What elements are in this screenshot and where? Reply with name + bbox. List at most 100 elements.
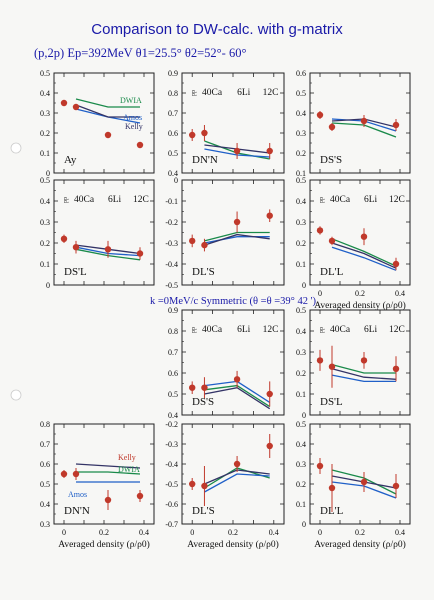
series-line-dwia	[331, 363, 396, 374]
data-point	[316, 357, 324, 364]
y-tick-label: -0.6	[165, 500, 178, 509]
data-point	[189, 384, 196, 391]
target-label: 40Ca	[74, 195, 95, 205]
y-tick-label: -0.4	[165, 260, 178, 269]
y-tick-label: 0.6	[168, 369, 178, 378]
target-label: 6Li	[108, 195, 122, 205]
symmetric-kinematics-note: k =0MeV/c Symmetric (θ =θ =39° 42 ')	[150, 296, 317, 307]
y-tick-label: 0.7	[40, 440, 50, 449]
x-axis-label: Averaged density (ρ/ρ0)	[187, 539, 279, 550]
data-point	[136, 250, 144, 257]
panel-label: DS'S	[192, 396, 214, 408]
data-point	[201, 384, 208, 391]
data-point	[328, 484, 336, 492]
y-tick-label: 0.3	[40, 218, 50, 227]
target-label: 12C	[263, 325, 279, 335]
data-point	[360, 357, 368, 364]
x-axis-label: Averaged density (ρ/ρ0)	[314, 539, 406, 550]
y-tick-label: 0	[302, 411, 306, 420]
data-point	[72, 244, 80, 251]
panel-label: DL'L	[320, 266, 344, 278]
y-tick-label: 0.5	[40, 176, 50, 185]
data-point	[233, 460, 241, 468]
series-line-amos	[204, 236, 270, 244]
data-point	[72, 103, 80, 111]
y-tick-label: 0.4	[296, 109, 306, 118]
target-label: 6Li	[237, 325, 251, 335]
panel-4: -0.5 -0.4 -0.3 -0.2 -0.1 0 DL'S	[165, 176, 285, 290]
target-label: 12C	[389, 325, 405, 335]
y-tick-label: 0.7	[168, 109, 178, 118]
y-tick-label: 0.4	[40, 197, 50, 206]
panel-1: 0.4 0.5 0.6 0.7 0.8 0.9 DN'N pp 40Ca 6Li 12C	[168, 69, 285, 178]
y-tick-label: 0.6	[296, 69, 306, 78]
target-label: 40Ca	[202, 325, 223, 335]
x-tick-label: 0.2	[99, 528, 109, 537]
y-tick-label: 0.9	[168, 69, 178, 78]
data-point	[266, 442, 273, 450]
target-label: 6Li	[364, 195, 378, 205]
data-point	[136, 492, 144, 500]
target-label: 6Li	[237, 88, 251, 98]
y-tick-label: 0.3	[296, 348, 306, 357]
pp-label: pp	[191, 327, 197, 333]
x-tick-label: 0.4	[395, 289, 405, 298]
y-tick-label: 0.5	[296, 306, 306, 315]
y-tick-label: 0.7	[168, 348, 178, 357]
target-label: 12C	[263, 88, 279, 98]
y-tick-label: -0.5	[165, 480, 178, 489]
series-line-kelly	[75, 463, 141, 469]
y-tick-label: 0	[174, 176, 178, 185]
binder-hole-icon	[10, 142, 22, 154]
data-point	[392, 260, 400, 268]
y-tick-label: 0.1	[40, 149, 50, 158]
panel-3: 0 0.1 0.2 0.3 0.4 0.5 DS'L pp 40Ca 6Li 12C	[40, 176, 155, 290]
y-tick-label: 0.1	[296, 500, 306, 509]
y-tick-label: 0.4	[168, 169, 178, 178]
data-point	[266, 212, 273, 219]
y-tick-label: 0.2	[40, 129, 50, 138]
panel-label: DL'L	[320, 505, 344, 517]
series-line-kelly	[204, 387, 271, 410]
y-tick-label: 0.8	[168, 327, 178, 336]
panel-8: 0.3 0.4 0.5 0.6 0.7 0.8 0 0.2 0.4 Averaged densit…	[40, 420, 155, 550]
target-label: 12C	[133, 195, 149, 205]
y-tick-label: 0.2	[296, 239, 306, 248]
x-tick-label: 0	[190, 528, 194, 537]
data-point	[360, 478, 368, 486]
model-annotation: DWIA	[120, 96, 142, 105]
data-point	[233, 376, 241, 383]
data-point	[316, 111, 324, 119]
model-annotation: Amos	[68, 490, 87, 499]
x-axis-label: Averaged density (ρ/ρ0)	[58, 539, 150, 550]
data-point	[266, 390, 273, 398]
data-point	[392, 365, 400, 372]
target-label: 40Ca	[330, 325, 351, 335]
y-tick-label: -0.5	[165, 281, 178, 290]
y-tick-label: 0.4	[40, 500, 50, 509]
data-point	[316, 227, 324, 234]
panel-5: 0 0.1 0.2 0.3 0.4 0.5 0 0.2 0.4 Averaged density …	[296, 176, 411, 311]
y-tick-label: 0.5	[168, 149, 178, 158]
data-point	[328, 123, 336, 131]
x-tick-label: 0.2	[355, 289, 365, 298]
data-point	[60, 235, 68, 242]
y-tick-label: -0.1	[165, 197, 178, 206]
series-line-dwia	[76, 471, 141, 475]
kinematics-subtitle: (p,2p) Ep=392MeV θ1=25.5° θ2=52°- 60°	[34, 46, 247, 60]
y-tick-label: 0	[46, 169, 50, 178]
pp-label: pp	[319, 197, 325, 203]
data-point	[328, 363, 336, 370]
target-label: 6Li	[364, 325, 378, 335]
panel-7: 0 0.1 0.2 0.3 0.4 0.5 DS'L pp 40Ca 6Li 12C	[296, 306, 411, 420]
y-tick-label: -0.3	[165, 239, 178, 248]
y-tick-label: 0	[302, 520, 306, 529]
target-label: 40Ca	[202, 88, 223, 98]
pp-label: pp	[319, 327, 325, 333]
pp-label: pp	[63, 197, 69, 203]
y-tick-label: -0.2	[165, 218, 178, 227]
y-tick-label: -0.4	[165, 460, 178, 469]
data-point	[189, 237, 196, 245]
